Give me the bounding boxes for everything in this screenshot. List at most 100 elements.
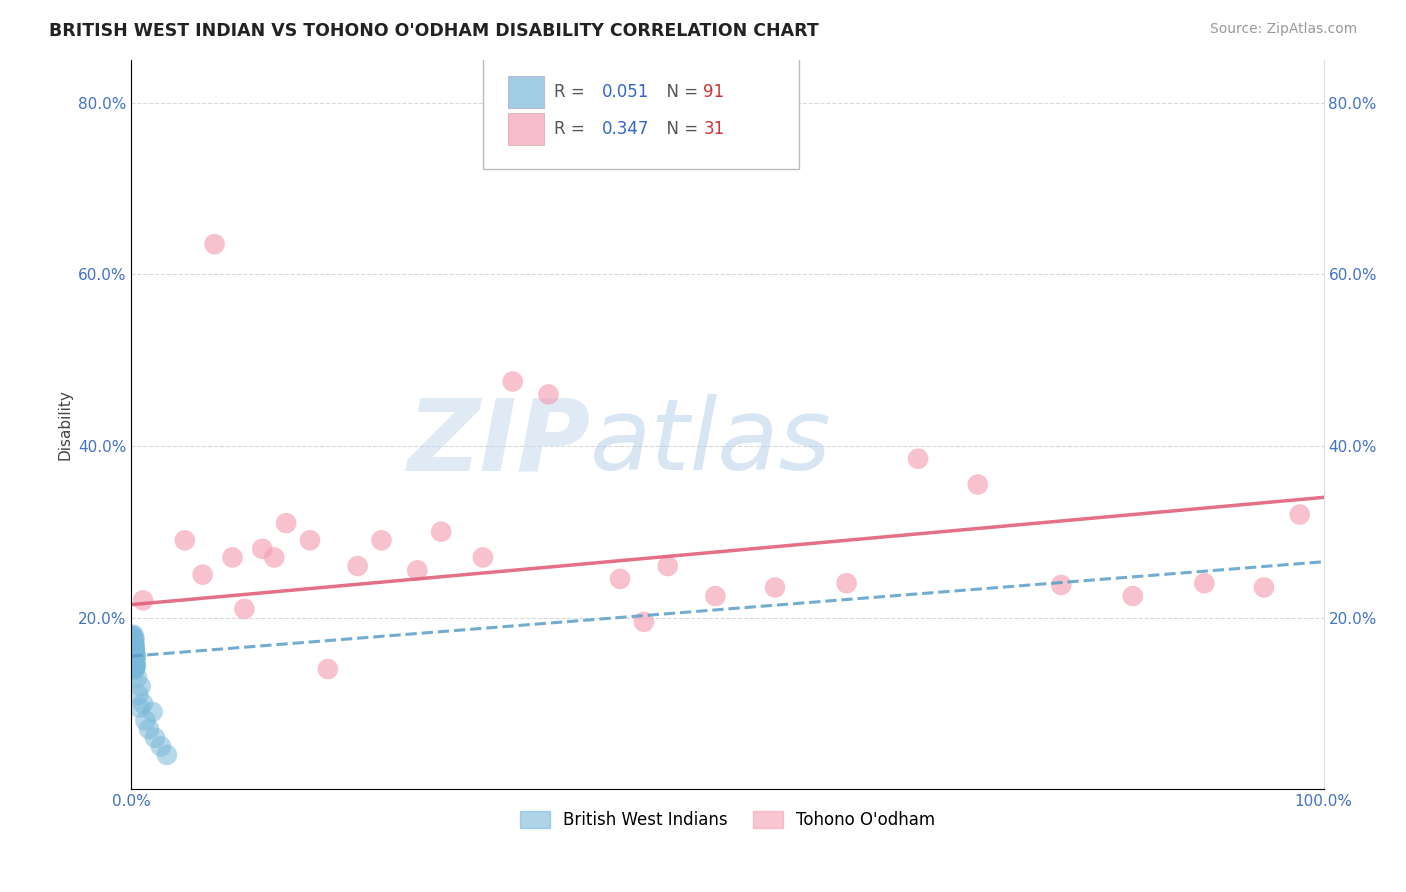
Point (1253, 581, 1275, 595)
Point (128, 700, 150, 714)
Point (121, 651, 143, 665)
Point (406, 563, 429, 577)
Point (124, 640, 146, 654)
Text: 0.051: 0.051 (602, 84, 650, 102)
Point (143, 731, 166, 745)
Point (124, 656, 146, 670)
Point (657, 559, 679, 574)
Point (1122, 589, 1144, 603)
Point (122, 645, 145, 659)
Point (121, 630, 143, 644)
Point (121, 636, 143, 650)
Point (124, 651, 146, 665)
Point (537, 387, 560, 401)
Text: R =: R = (554, 120, 591, 138)
Point (124, 654, 146, 668)
Point (121, 640, 143, 655)
Point (129, 679, 152, 693)
Point (121, 629, 143, 643)
Point (122, 639, 145, 653)
Point (124, 632, 146, 646)
Point (121, 653, 143, 667)
Point (124, 662, 146, 676)
FancyBboxPatch shape (508, 113, 544, 145)
Point (121, 631, 143, 645)
Point (835, 576, 858, 591)
Point (121, 636, 143, 650)
Point (121, 638, 143, 652)
Text: ZIP: ZIP (408, 394, 591, 491)
Point (121, 648, 143, 663)
Point (233, 602, 256, 616)
Point (274, 516, 297, 530)
Point (132, 697, 155, 711)
Point (124, 660, 146, 674)
Point (124, 645, 146, 659)
Point (298, 533, 321, 548)
Point (122, 641, 145, 656)
Point (704, 589, 727, 603)
Point (122, 628, 145, 642)
Point (124, 657, 146, 672)
Point (122, 649, 145, 664)
Point (316, 662, 339, 676)
Point (142, 705, 165, 719)
Point (263, 550, 285, 565)
Point (1288, 508, 1310, 522)
Point (127, 688, 149, 702)
Point (430, 524, 453, 539)
Point (122, 652, 145, 666)
Point (907, 451, 929, 466)
Point (173, 533, 195, 548)
Point (124, 648, 146, 663)
Point (124, 662, 146, 676)
Point (121, 634, 143, 648)
Point (121, 632, 143, 646)
Point (125, 659, 148, 673)
Point (1050, 578, 1073, 592)
Point (252, 541, 274, 556)
Point (124, 657, 146, 671)
Point (122, 648, 145, 662)
Point (122, 650, 145, 665)
Point (122, 632, 145, 646)
Point (125, 657, 148, 671)
Point (121, 631, 143, 645)
Text: R =: R = (554, 84, 591, 102)
Point (125, 649, 148, 664)
Point (121, 646, 143, 660)
Point (122, 641, 145, 656)
Point (471, 550, 494, 565)
Point (122, 635, 145, 649)
Point (122, 640, 145, 655)
Point (125, 649, 148, 664)
Point (124, 658, 146, 673)
Point (124, 642, 146, 657)
Point (124, 658, 146, 673)
Point (122, 653, 145, 667)
Point (122, 655, 145, 669)
Point (125, 671, 148, 685)
Point (156, 747, 179, 762)
Point (121, 647, 143, 661)
Point (966, 477, 988, 491)
FancyBboxPatch shape (508, 77, 544, 109)
Point (370, 533, 392, 548)
Point (122, 661, 145, 675)
Point (122, 656, 145, 670)
Point (122, 638, 145, 652)
Point (122, 650, 145, 665)
Point (122, 654, 145, 668)
Point (122, 633, 145, 648)
Point (138, 722, 160, 736)
Point (122, 659, 145, 673)
Point (124, 638, 146, 652)
FancyBboxPatch shape (482, 56, 799, 169)
Point (121, 636, 143, 650)
Point (121, 637, 143, 651)
Point (122, 647, 145, 661)
Point (122, 643, 145, 657)
Point (124, 659, 146, 673)
Point (221, 550, 243, 565)
Text: atlas: atlas (591, 394, 832, 491)
